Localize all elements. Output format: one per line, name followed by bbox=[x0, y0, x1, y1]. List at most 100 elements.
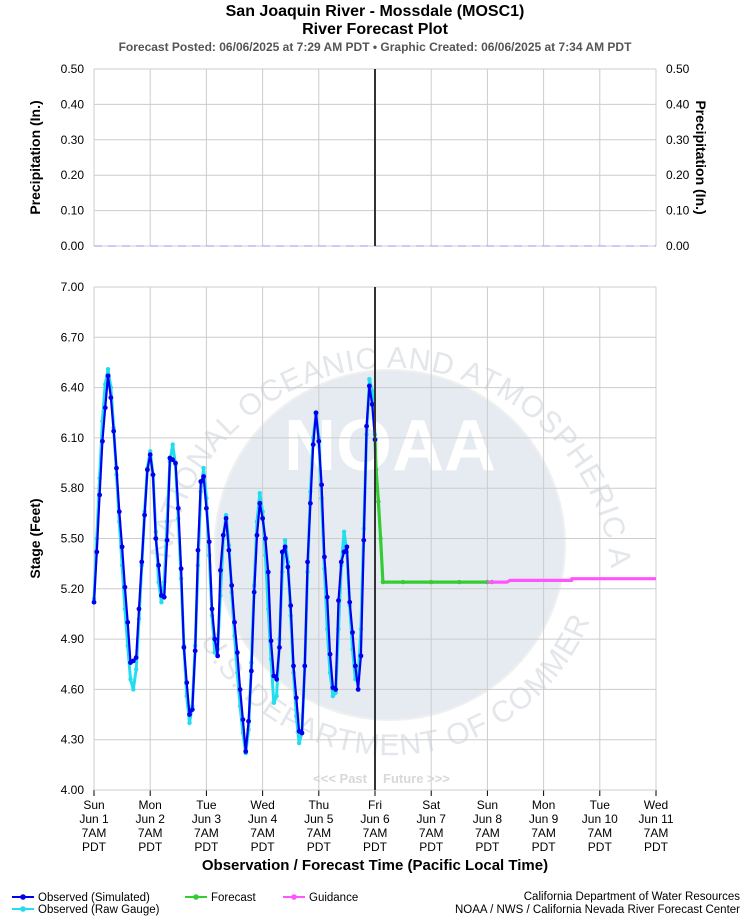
xtick-label: Jun 4 bbox=[248, 812, 278, 826]
data-point-observed-simulated bbox=[102, 405, 108, 411]
data-point-observed-simulated bbox=[192, 648, 198, 654]
data-point-observed-simulated bbox=[175, 505, 181, 511]
xtick-label: 7AM bbox=[194, 826, 219, 840]
data-point-observed-simulated bbox=[338, 559, 344, 565]
stage-ytick: 4.00 bbox=[61, 783, 85, 797]
data-point-observed-simulated bbox=[265, 569, 271, 575]
legend: Observed (Simulated)Observed (Raw Gauge)… bbox=[12, 892, 358, 916]
data-point-observed-simulated bbox=[91, 599, 97, 605]
xtick-label: 7AM bbox=[531, 826, 556, 840]
data-point-forecast bbox=[376, 499, 381, 504]
legend-swatch-dot bbox=[193, 894, 199, 900]
data-point-observed-simulated bbox=[142, 512, 147, 518]
data-point-observed-simulated bbox=[271, 673, 277, 679]
xtick-label: Jun 2 bbox=[136, 812, 166, 826]
data-point-observed-simulated bbox=[105, 373, 111, 379]
precip-ylabel-left: Precipitation (In.) bbox=[27, 100, 43, 214]
data-point-observed-simulated bbox=[108, 395, 114, 401]
data-point-observed-simulated bbox=[313, 410, 319, 416]
xtick-label: 7AM bbox=[306, 826, 331, 840]
stage-ytick: 4.60 bbox=[61, 682, 85, 696]
data-point-observed-simulated bbox=[173, 460, 178, 466]
data-point-observed-raw-gauge bbox=[128, 677, 133, 682]
data-point-observed-simulated bbox=[293, 695, 299, 701]
data-point-observed-raw-gauge bbox=[333, 690, 338, 695]
data-point-observed-simulated bbox=[153, 536, 159, 541]
xtick-label: Jun 10 bbox=[582, 812, 618, 826]
xtick-label: 7AM bbox=[587, 826, 612, 840]
data-point-observed-simulated bbox=[139, 559, 145, 565]
data-point-observed-simulated bbox=[279, 549, 285, 555]
data-point-observed-raw-gauge bbox=[223, 512, 229, 518]
xtick-label: PDT bbox=[644, 840, 669, 854]
xtick-label: Jun 9 bbox=[529, 812, 559, 826]
data-point-observed-simulated bbox=[114, 465, 119, 471]
data-point-observed-simulated bbox=[358, 653, 364, 659]
xtick-label: PDT bbox=[307, 840, 332, 854]
data-point-observed-simulated bbox=[136, 606, 142, 612]
data-point-observed-raw-gauge bbox=[271, 700, 277, 706]
data-point-observed-raw-gauge bbox=[367, 377, 372, 382]
stage-ytick: 6.10 bbox=[61, 431, 85, 445]
data-point-observed-simulated bbox=[257, 500, 263, 506]
xtick-label: PDT bbox=[363, 840, 388, 854]
data-point-observed-simulated bbox=[116, 509, 122, 515]
data-point-observed-raw-gauge bbox=[296, 740, 302, 746]
xtick-label: Sun bbox=[83, 798, 104, 812]
data-point-observed-simulated bbox=[277, 645, 282, 650]
data-point-observed-simulated bbox=[198, 479, 204, 484]
legend-label: Observed (Raw Gauge) bbox=[38, 904, 160, 916]
precip-ylabel-right: Precipitation (In.) bbox=[693, 100, 709, 214]
data-point-observed-simulated bbox=[319, 482, 325, 488]
data-point-forecast bbox=[380, 579, 386, 585]
precip-ytick-right: 0.10 bbox=[666, 204, 690, 218]
data-point-observed-simulated bbox=[327, 651, 333, 657]
data-point-forecast bbox=[378, 536, 383, 541]
xtick-label: Wed bbox=[644, 798, 668, 812]
xtick-label: PDT bbox=[82, 840, 107, 854]
data-point-observed-simulated bbox=[324, 594, 330, 600]
data-point-observed-raw-gauge bbox=[133, 667, 139, 672]
credit-cnrfc: NOAA / NWS / California Nevada River For… bbox=[454, 904, 740, 916]
data-point-observed-simulated bbox=[161, 594, 167, 600]
xtick-label: Wed bbox=[250, 798, 274, 812]
future-label: Future >>> bbox=[383, 771, 450, 786]
data-point-observed-raw-gauge bbox=[274, 693, 279, 699]
data-point-observed-simulated bbox=[322, 554, 327, 560]
data-point-observed-simulated bbox=[178, 566, 184, 572]
precip-ytick-right: 0.30 bbox=[666, 133, 690, 147]
stage-ytick: 5.80 bbox=[61, 481, 85, 495]
xtick-label: Tue bbox=[196, 798, 217, 812]
data-point-observed-raw-gauge bbox=[341, 529, 347, 534]
series-guidance bbox=[487, 577, 656, 584]
data-point-observed-raw-gauge bbox=[187, 720, 192, 726]
data-point-observed-simulated bbox=[305, 559, 310, 565]
xtick-label: Jun 1 bbox=[79, 812, 109, 826]
stage-ytick: 4.90 bbox=[61, 632, 85, 646]
data-point-observed-simulated bbox=[364, 423, 369, 429]
forecast-posted-text: Forecast Posted: 06/06/2025 at 7:29 AM P… bbox=[118, 40, 632, 54]
data-point-observed-simulated bbox=[237, 687, 243, 692]
data-point-observed-simulated bbox=[274, 676, 280, 682]
data-point-observed-simulated bbox=[209, 606, 215, 612]
stage-ytick: 6.40 bbox=[61, 381, 85, 395]
xtick-label: PDT bbox=[419, 840, 444, 854]
data-point-observed-simulated bbox=[282, 544, 288, 550]
data-point-observed-simulated bbox=[130, 658, 136, 664]
xtick-label: Jun 7 bbox=[417, 812, 447, 826]
data-point-observed-raw-gauge bbox=[131, 687, 136, 692]
data-point-observed-raw-gauge bbox=[330, 693, 336, 699]
data-point-observed-simulated bbox=[215, 653, 221, 659]
xtick-label: 7AM bbox=[82, 826, 107, 840]
data-point-observed-simulated bbox=[263, 536, 268, 541]
data-point-observed-simulated bbox=[285, 564, 291, 570]
data-point-observed-simulated bbox=[333, 687, 339, 692]
xtick-label: PDT bbox=[588, 840, 613, 854]
data-point-observed-simulated bbox=[201, 474, 206, 479]
data-point-observed-simulated bbox=[246, 718, 251, 724]
legend-item: Guidance bbox=[283, 892, 358, 904]
data-point-observed-simulated bbox=[133, 655, 139, 660]
data-point-observed-simulated bbox=[97, 492, 103, 498]
data-point-observed-simulated bbox=[223, 515, 229, 521]
